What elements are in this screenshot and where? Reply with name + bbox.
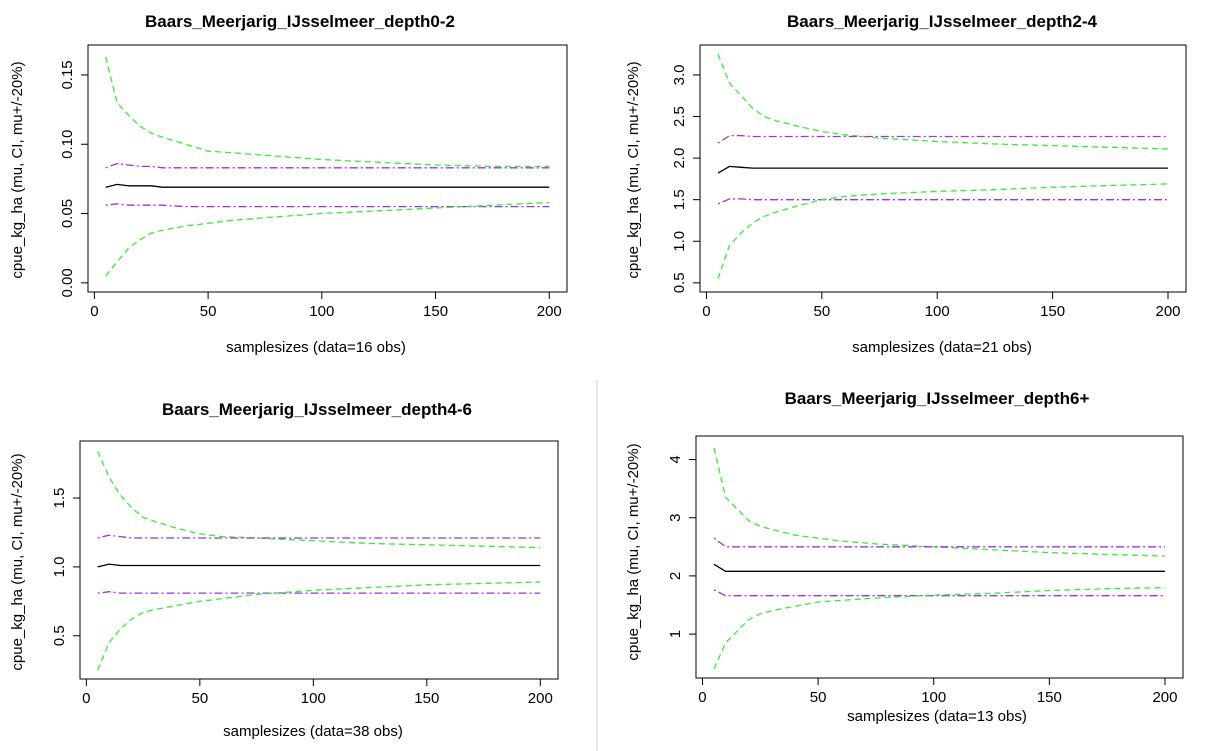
- x-axis-label: samplesizes (data=21 obs): [852, 339, 1032, 356]
- y-tick-label: 4: [667, 455, 684, 463]
- series-line-ci-upper: [105, 56, 550, 168]
- x-tick-label: 100: [925, 303, 950, 320]
- series-line-ci-lower: [713, 586, 1166, 670]
- y-tick-label: 1.5: [671, 189, 688, 210]
- series-line-ci-upper: [713, 447, 1166, 557]
- x-tick-label: 50: [810, 689, 827, 706]
- y-tick-label: 0.5: [671, 272, 688, 293]
- x-tick-label: 150: [414, 690, 439, 707]
- x-tick-label: 0: [90, 303, 98, 320]
- x-tick-label: 200: [528, 690, 553, 707]
- series-line-mu: [717, 165, 1168, 174]
- chart-depth6+: Baars_Meerjarig_IJsselmeer_depth6+ 0 50 100…: [625, 389, 1184, 725]
- y-tick-label: 2.0: [671, 148, 688, 169]
- series-line-mu-plus-20: [105, 162, 550, 169]
- x-tick-label: 150: [1040, 303, 1065, 320]
- series-line-mu-plus-20: [97, 534, 541, 539]
- chart-panel-depth4-6: Baars_Meerjarig_IJsselmeer_depth4-6 0 50 10…: [0, 380, 596, 751]
- series-line-mu: [97, 563, 541, 568]
- series-line-mu-minus-20: [105, 203, 550, 208]
- chart-title: Baars_Meerjarig_IJsselmeer_depth0-2: [145, 12, 455, 31]
- x-tick-label: 100: [921, 689, 946, 706]
- x-tick-label: 50: [814, 303, 831, 320]
- y-tick-label: 0.00: [59, 268, 76, 297]
- x-tick-label: 200: [537, 303, 562, 320]
- y-axis-label: cpue_kg_ha (mu, CI, mu+/-20%): [9, 61, 26, 278]
- y-tick-label: 1.5: [51, 488, 68, 509]
- y-tick-label: 2.5: [671, 106, 688, 127]
- x-tick-label: 50: [191, 690, 208, 707]
- chart-title: Baars_Meerjarig_IJsselmeer_depth4-6: [162, 400, 472, 419]
- y-tick-label: 0.10: [59, 130, 76, 159]
- series-line-mu-minus-20: [97, 591, 541, 594]
- x-axis-label: samplesizes (data=16 obs): [226, 339, 406, 356]
- x-axis-label: samplesizes (data=13 obs): [847, 708, 1027, 725]
- chart-title: Baars_Meerjarig_IJsselmeer_depth2-4: [787, 12, 1097, 31]
- x-tick-label: 200: [1155, 303, 1180, 320]
- series-line-ci-upper: [717, 53, 1169, 150]
- chart-depth4-6: Baars_Meerjarig_IJsselmeer_depth4-6 0 50 10…: [9, 400, 559, 740]
- y-tick-label: 0.05: [59, 199, 76, 228]
- x-axis-label: samplesizes (data=38 obs): [223, 723, 403, 740]
- series-line-mu-minus-20: [717, 198, 1168, 205]
- y-tick-label: 1.0: [51, 556, 68, 577]
- y-tick-label: 1.0: [671, 231, 688, 252]
- y-tick-label: 3.0: [671, 65, 688, 86]
- chart-panel-depth0-2: Baars_Meerjarig_IJsselmeer_depth0-2 0 50 10…: [0, 0, 600, 372]
- series-line-ci-lower: [717, 183, 1169, 279]
- series-line-ci-lower: [105, 201, 550, 277]
- chart-panel-depth2-4: Baars_Meerjarig_IJsselmeer_depth2-4 0 50 10…: [600, 0, 1213, 372]
- series-line-ci-upper: [97, 450, 541, 549]
- panel-divider-vertical: [596, 380, 598, 751]
- y-tick-label: 0.15: [59, 60, 76, 89]
- y-tick-label: 2: [667, 572, 684, 580]
- y-tick-label: 0.5: [51, 625, 68, 646]
- series-line-mu-minus-20: [713, 589, 1165, 597]
- plot-frame: [87, 44, 568, 293]
- y-axis-label: cpue_kg_ha (mu, CI, mu+/-20%): [625, 61, 642, 278]
- x-tick-label: 100: [301, 690, 326, 707]
- x-tick-label: 0: [698, 689, 706, 706]
- series-line-mu: [105, 183, 550, 188]
- series-line-mu: [713, 563, 1165, 572]
- chart-panel-depth6+: Baars_Meerjarig_IJsselmeer_depth6+ 0 50 100…: [600, 380, 1213, 751]
- y-tick-label: 1: [667, 630, 684, 638]
- y-axis-label: cpue_kg_ha (mu, CI, mu+/-20%): [625, 443, 642, 660]
- y-tick-label: 3: [667, 514, 684, 522]
- series-line-mu-plus-20: [713, 537, 1165, 548]
- x-tick-label: 50: [200, 303, 217, 320]
- plot-frame: [79, 440, 559, 680]
- x-tick-label: 150: [1037, 689, 1062, 706]
- series-line-mu-plus-20: [717, 134, 1168, 144]
- plot-frame: [695, 435, 1184, 679]
- y-axis-label: cpue_kg_ha (mu, CI, mu+/-20%): [9, 453, 26, 670]
- x-tick-label: 100: [309, 303, 334, 320]
- chart-title: Baars_Meerjarig_IJsselmeer_depth6+: [785, 389, 1090, 408]
- x-tick-label: 0: [82, 690, 90, 707]
- x-tick-label: 150: [423, 303, 448, 320]
- series-line-ci-lower: [97, 581, 541, 671]
- x-tick-label: 200: [1152, 689, 1177, 706]
- plot-frame: [699, 44, 1187, 293]
- x-tick-label: 0: [702, 303, 710, 320]
- chart-depth0-2: Baars_Meerjarig_IJsselmeer_depth0-2 0 50 10…: [9, 12, 568, 356]
- chart-depth2-4: Baars_Meerjarig_IJsselmeer_depth2-4 0 50 10…: [625, 12, 1187, 356]
